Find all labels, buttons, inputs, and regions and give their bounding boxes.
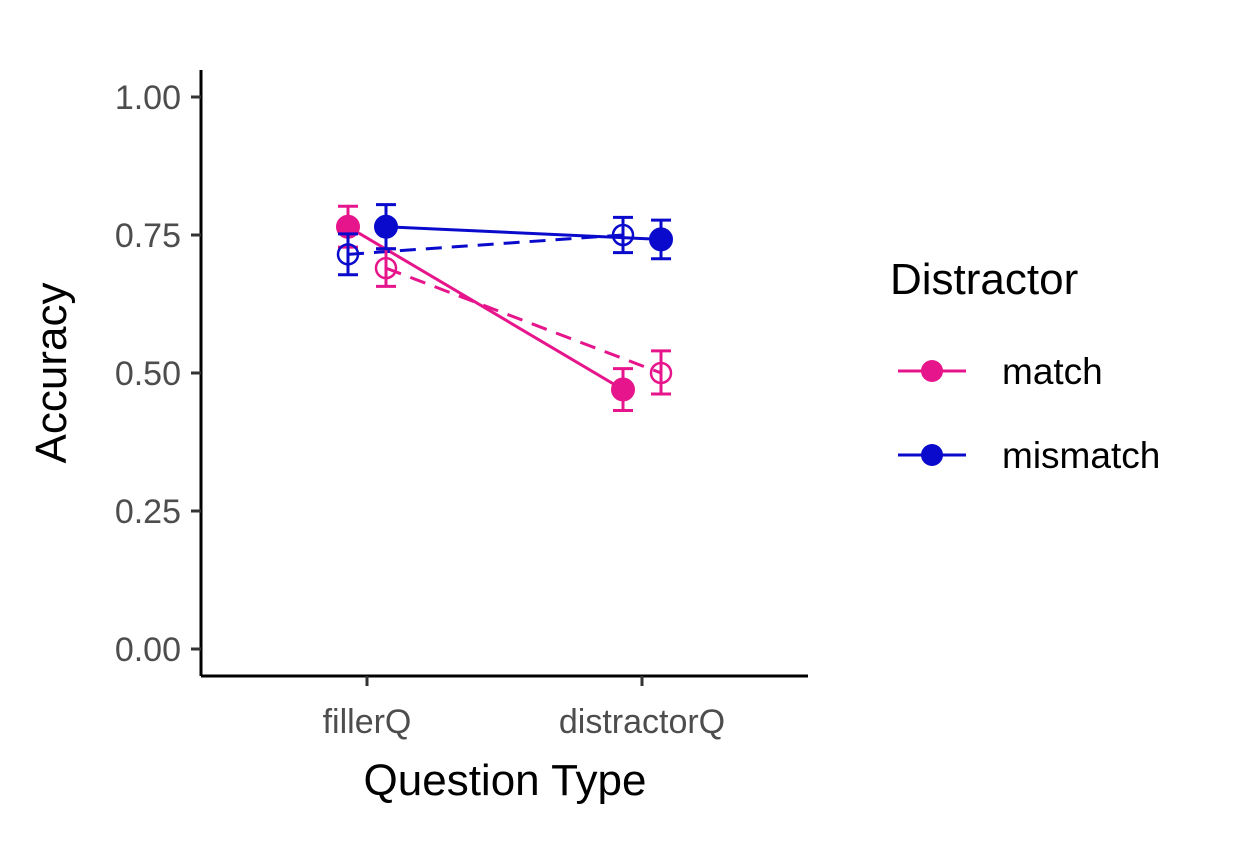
legend-items: match mismatch [898, 351, 1160, 476]
series-match-solid-line [347, 225, 624, 391]
legend-title: Distractor [890, 255, 1078, 304]
data-point-match-distractorQ [611, 377, 635, 402]
legend-key-point-mismatch [921, 444, 943, 466]
y-axis-title: Accuracy [27, 283, 76, 464]
x-tick-label: distractorQ [559, 703, 725, 741]
y-tick-label: 0.75 [115, 217, 181, 255]
series-mismatch-dashed-line [347, 233, 624, 256]
legend-label-match: match [1002, 351, 1103, 392]
y-tick-label: 1.00 [115, 79, 181, 117]
legend-label-mismatch: mismatch [1002, 435, 1160, 476]
y-ticks: 0.00 0.25 0.50 0.75 1.00 [115, 79, 201, 669]
data-point-match-distractorQ [649, 361, 673, 385]
y-tick-label: 0.25 [115, 493, 181, 531]
y-tick-label: 0.00 [115, 631, 181, 669]
legend: Distractor match mismatch [890, 255, 1160, 476]
x-ticks: fillerQ distractorQ [323, 676, 725, 741]
markers-layer [336, 203, 673, 413]
legend-key-point-match [921, 360, 943, 382]
x-tick-label: fillerQ [323, 703, 412, 741]
y-tick-label: 0.50 [115, 355, 181, 393]
series-mismatch-solid-line [385, 225, 662, 241]
data-point-mismatch-distractorQ [611, 223, 635, 247]
axes [199, 70, 808, 678]
data-point-mismatch-fillerQ [374, 214, 398, 239]
plot-area [336, 203, 673, 413]
data-point-mismatch-distractorQ [649, 227, 673, 252]
series-match-dashed-line [385, 266, 662, 375]
data-point-match-fillerQ [374, 256, 398, 280]
x-axis-title: Question Type [364, 756, 647, 805]
data-point-mismatch-fillerQ [336, 243, 360, 266]
lines-layer [347, 225, 662, 391]
